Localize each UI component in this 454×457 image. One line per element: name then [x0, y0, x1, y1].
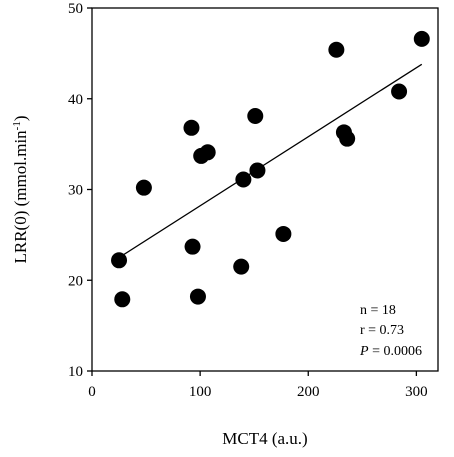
data-point: [249, 162, 266, 179]
data-point: [339, 130, 356, 147]
annotation-p: P = 0.0006: [359, 344, 422, 359]
data-point: [184, 238, 201, 255]
y-axis-title-superscript: -1: [11, 121, 23, 130]
y-axis-title: LRR(0) (mmol.min-1): [11, 115, 30, 263]
data-point: [114, 291, 131, 308]
y-tick-label: 20: [68, 273, 83, 289]
data-point: [413, 30, 430, 47]
data-point: [199, 144, 216, 161]
plot-area-frame: [91, 7, 439, 372]
y-tick-label: 30: [68, 183, 83, 199]
x-axis-title: MCT4 (a.u.): [222, 429, 307, 448]
x-tick-label: 200: [297, 384, 320, 400]
data-point: [189, 288, 206, 305]
data-point: [235, 171, 252, 188]
x-tick-label: 0: [88, 384, 96, 400]
annotation-p-value: = 0.0006: [369, 344, 422, 359]
regression-line: [118, 63, 423, 259]
y-tick-label: 10: [68, 364, 83, 380]
annotation-n: n = 18: [360, 303, 396, 318]
data-point: [111, 252, 128, 269]
axis-ticks: 0 100 200 300 10 20 30 40 50: [68, 1, 428, 400]
data-point: [183, 119, 200, 136]
data-point: [233, 258, 250, 275]
data-points: [111, 30, 430, 308]
data-point: [328, 41, 345, 58]
x-tick-label: 100: [189, 384, 212, 400]
y-axis-title-main: LRR(0) (mmol.min: [11, 130, 30, 264]
y-tick-label: 50: [68, 1, 83, 17]
data-point: [135, 179, 152, 196]
x-tick-label: 300: [405, 384, 428, 400]
y-tick-label: 40: [68, 92, 83, 108]
annotation-r: r = 0.73: [360, 323, 404, 338]
data-point: [247, 107, 264, 124]
y-axis-title-close: ): [11, 115, 30, 121]
data-point: [275, 225, 292, 242]
annotation-p-symbol: P: [359, 344, 369, 359]
data-point: [391, 83, 408, 100]
statistics-annotation: n = 18 r = 0.73 P = 0.0006: [359, 303, 422, 359]
